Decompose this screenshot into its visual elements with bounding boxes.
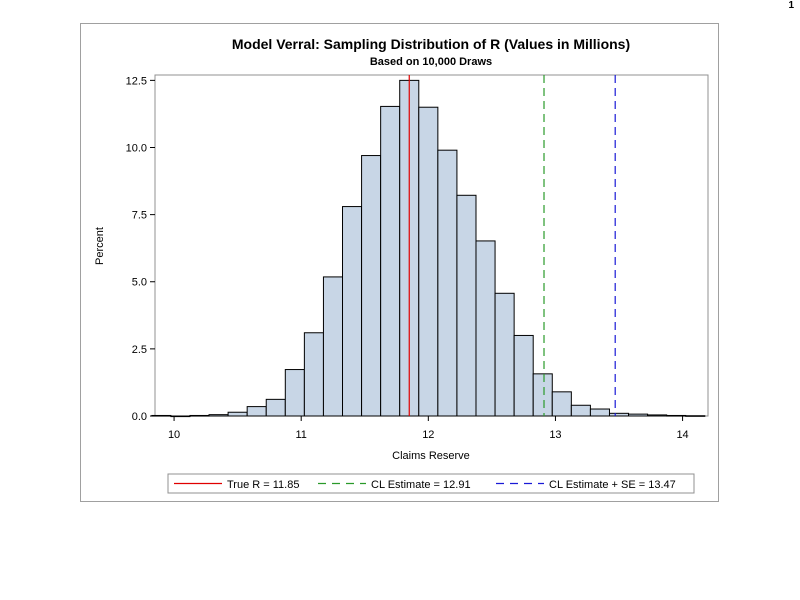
histogram-bar [342,206,363,417]
histogram-bar [303,332,324,417]
x-tick-label: 13 [549,429,561,441]
chart-title: Model Verral: Sampling Distribution of R… [232,36,630,52]
legend-label-1: True R = 11.85 [227,479,299,491]
chart-subtitle: Based on 10,000 Draws [370,56,492,68]
x-tick-label: 10 [168,429,180,441]
legend-box [167,473,695,494]
histogram-bar [437,149,458,417]
legend: True R = 11.85 CL Estimate = 12.91 CL Esti… [167,473,695,494]
histogram-bar [589,408,610,417]
y-axis-label: Percent [94,227,106,265]
histogram-bar [647,414,668,417]
x-tick-label: 11 [295,429,306,441]
histogram-bar [322,276,344,417]
histogram-bar [246,406,267,417]
histogram-bar [208,414,229,417]
histogram-bar [227,411,248,417]
histogram-bar [380,105,401,417]
y-tick-label: 0.0 [132,411,147,423]
legend-label-2: CL Estimate = 12.91 [371,479,471,491]
histogram-bar [551,391,572,417]
histogram-bar [265,398,286,417]
y-tick-label: 10.0 [126,142,147,154]
x-tick-label: 12 [422,429,434,441]
histogram-bar [628,413,649,417]
histogram-bar [189,414,210,417]
chart-frame [80,23,719,502]
y-tick-label: 7.5 [132,210,147,222]
histogram-bar [418,106,439,417]
histogram-bar [494,292,515,417]
y-tick-label: 5.0 [132,277,147,289]
y-tick-label: 2.5 [132,344,147,356]
histogram-bar [666,414,687,417]
histogram-bar [284,369,305,417]
legend-label-3: CL Estimate + SE = 13.47 [549,479,676,491]
histogram-bar [608,412,630,417]
histogram-bar [456,194,477,417]
histogram-bar [570,404,591,417]
x-tick-label: 14 [676,429,688,441]
histogram-bar [361,155,382,417]
histogram-bar [513,334,534,417]
histogram-bar [475,240,496,417]
histogram-bar [532,373,553,417]
page-number: 1 [788,0,794,11]
histogram-bar [685,415,706,417]
plot-area: 0.0 2.5 5.0 7.5 10.0 12.5 10 11 12 13 14 [126,74,709,441]
y-tick-label: 12.5 [126,75,147,87]
x-axis-label: Claims Reserve [392,450,470,462]
